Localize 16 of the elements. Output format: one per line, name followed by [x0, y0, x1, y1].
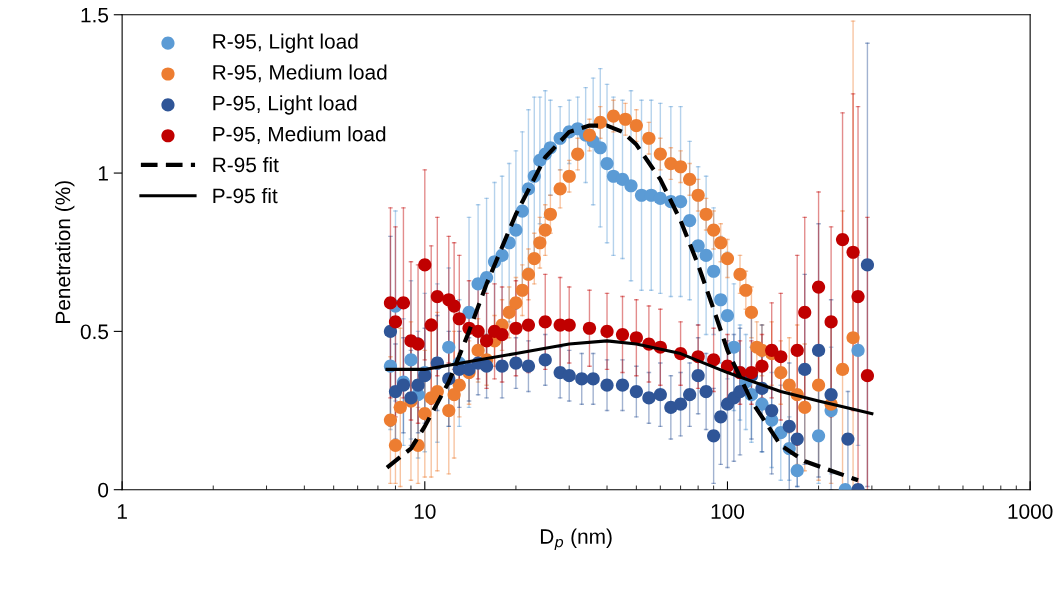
y-tick-label: 0.5: [80, 324, 109, 340]
y-tick-label: 1: [98, 166, 108, 181]
legend-label: R-95, Light load: [213, 33, 358, 53]
x-tick-label: 1000: [1008, 504, 1053, 519]
x-tick-label: 1: [117, 504, 127, 519]
legend-label: P-95, Light load: [213, 95, 357, 115]
legend-label: R-95 fit: [213, 157, 279, 173]
legend-label: R-95, Medium load: [213, 64, 387, 83]
y-tick-label: 0: [98, 482, 109, 498]
x-tick-label: 10: [414, 504, 436, 519]
x-axis-title: D$_{p}$ (nm): [540, 528, 612, 551]
legend-label: P-95 fit: [213, 187, 278, 204]
x-tick-label: 100: [711, 504, 745, 519]
legend-label: P-95, Medium load: [213, 126, 386, 144]
y-tick-label: 1.5: [81, 7, 109, 23]
y-axis-title: Penetration (%): [55, 181, 75, 323]
